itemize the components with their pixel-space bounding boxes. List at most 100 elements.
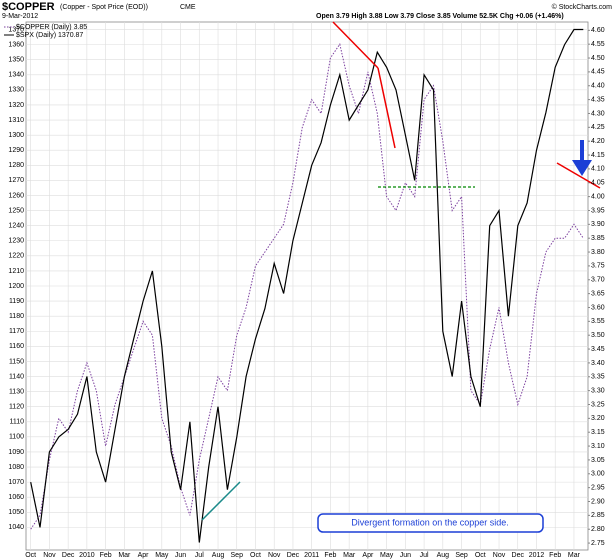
y2-tick-label: 4.25 <box>591 124 605 131</box>
y-tick-label: 1150 <box>9 358 24 365</box>
x-tick-label: Oct <box>25 552 36 559</box>
y2-tick-label: 4.10 <box>591 166 605 173</box>
x-tick-label: Mar <box>118 552 131 559</box>
y-tick-label: 1320 <box>8 102 24 109</box>
y2-tick-label: 3.40 <box>591 360 605 367</box>
y-tick-label: 1180 <box>9 313 24 320</box>
x-tick-label: Oct <box>475 552 486 559</box>
y-tick-label: 1270 <box>8 177 24 184</box>
y2-tick-label: 2.80 <box>591 526 605 533</box>
y2-tick-label: 3.60 <box>591 304 605 311</box>
chart-subtitle: (Copper - Spot Price (EOD)) <box>60 4 148 11</box>
legend-label: $SPX (Daily) 1370.87 <box>16 32 83 39</box>
y-tick-label: 1230 <box>8 238 24 245</box>
arrow <box>572 140 592 176</box>
y-tick-label: 1060 <box>8 494 24 501</box>
y-tick-label: 1140 <box>9 373 24 380</box>
y2-tick-label: 3.20 <box>591 415 605 422</box>
y2-tick-label: 3.10 <box>591 443 605 450</box>
y-tick-label: 1080 <box>8 464 24 471</box>
trendline <box>332 21 379 69</box>
y2-tick-label: 4.45 <box>591 69 605 76</box>
y-tick-label: 1360 <box>8 41 24 48</box>
y-tick-label: 1350 <box>8 57 24 64</box>
x-tick-label: Sep <box>231 552 244 559</box>
y-tick-label: 1300 <box>8 132 24 139</box>
y-tick-label: 1340 <box>8 72 24 79</box>
y2-tick-label: 3.55 <box>591 318 605 325</box>
y2-tick-label: 2.85 <box>591 512 605 519</box>
chart-title: $COPPER <box>2 1 55 13</box>
y-tick-label: 1120 <box>9 404 24 411</box>
x-tick-label: 2010 <box>79 552 95 559</box>
x-tick-label: May <box>155 552 169 559</box>
y2-tick-label: 3.15 <box>591 429 605 436</box>
y2-tick-label: 4.50 <box>591 55 605 62</box>
y2-tick-label: 4.55 <box>591 41 605 48</box>
y-tick-label: 1110 <box>9 419 24 426</box>
credit: © StockCharts.com <box>552 3 613 11</box>
y-tick-label: 1100 <box>9 434 24 441</box>
y-tick-label: 1240 <box>8 223 24 230</box>
y2-tick-label: 3.70 <box>591 277 605 284</box>
x-tick-label: Feb <box>549 552 561 559</box>
x-tick-label: Aug <box>437 552 450 559</box>
date: 9-Mar-2012 <box>2 13 38 20</box>
y2-tick-label: 4.30 <box>591 110 605 117</box>
x-tick-label: Sep <box>455 552 468 559</box>
legend-label: $COPPER (Daily) 3.85 <box>16 24 87 31</box>
y2-tick-label: 3.25 <box>591 401 605 408</box>
y-tick-label: 1370 <box>8 26 24 33</box>
y2-tick-label: 3.90 <box>591 221 605 228</box>
y-tick-label: 1280 <box>8 162 24 169</box>
exchange: CME <box>180 4 196 11</box>
x-tick-label: 2012 <box>529 552 545 559</box>
x-tick-label: Jul <box>420 552 429 559</box>
y2-tick-label: 2.75 <box>591 540 605 547</box>
y2-tick-label: 3.95 <box>591 207 605 214</box>
trendline <box>377 67 396 149</box>
x-tick-label: Nov <box>43 552 56 559</box>
x-tick-label: Apr <box>138 552 150 559</box>
y-tick-label: 1160 <box>9 343 24 350</box>
x-tick-label: Apr <box>362 552 374 559</box>
y-tick-label: 1050 <box>8 509 24 516</box>
y2-tick-label: 3.85 <box>591 235 605 242</box>
y-tick-label: 1040 <box>8 524 24 531</box>
x-tick-label: Mar <box>343 552 356 559</box>
marks <box>30 28 584 543</box>
y-tick-label: 1310 <box>8 117 24 124</box>
y-tick-label: 1330 <box>8 87 24 94</box>
x-tick-label: Jun <box>400 552 411 559</box>
y-tick-label: 1190 <box>9 298 24 305</box>
y2-tick-label: 3.50 <box>591 332 605 339</box>
x-tick-label: Jul <box>195 552 204 559</box>
x-tick-label: 2011 <box>304 552 319 559</box>
y-tick-label: 1210 <box>8 268 24 275</box>
y-tick-label: 1090 <box>8 449 24 456</box>
y-tick-label: 1260 <box>8 192 24 199</box>
x-tick-label: Oct <box>250 552 261 559</box>
x-tick-label: Aug <box>212 552 225 559</box>
y2-tick-label: 4.60 <box>591 27 605 34</box>
x-tick-label: May <box>380 552 394 559</box>
x-tick-label: Feb <box>324 552 336 559</box>
y2-tick-label: 4.20 <box>591 138 605 145</box>
x-tick-label: Dec <box>512 552 525 559</box>
y2-tick-label: 3.00 <box>591 471 605 478</box>
y2-tick-label: 2.90 <box>591 498 605 505</box>
x-tick-label: Nov <box>268 552 281 559</box>
quote: Open 3.79 High 3.88 Low 3.79 Close 3.85 … <box>316 13 564 20</box>
y2-tick-label: 4.35 <box>591 96 605 103</box>
x-tick-label: Mar <box>568 552 581 559</box>
y2-tick-label: 3.35 <box>591 374 605 381</box>
trendline <box>556 162 601 189</box>
x-tick-label: Dec <box>62 552 75 559</box>
x-tick-label: Feb <box>100 552 112 559</box>
y2-tick-label: 3.65 <box>591 290 605 297</box>
y-tick-label: 1200 <box>8 283 24 290</box>
series-line <box>30 42 584 530</box>
y-tick-label: 1290 <box>8 147 24 154</box>
x-tick-label: Jun <box>175 552 186 559</box>
